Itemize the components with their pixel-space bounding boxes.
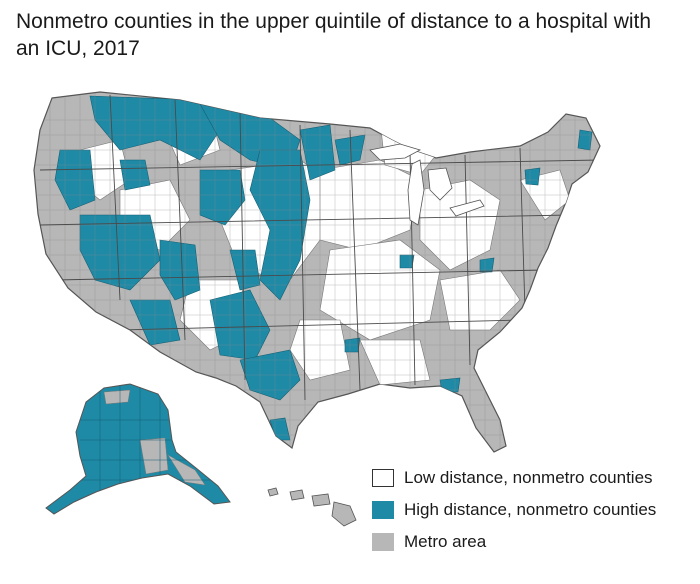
state-borders bbox=[39, 94, 600, 401]
lake-superior bbox=[369, 143, 422, 161]
alaska-borough-borders bbox=[60, 385, 210, 500]
alaska-outline bbox=[45, 383, 231, 515]
lake-huron bbox=[427, 167, 453, 201]
legend-swatch-low-distance bbox=[372, 469, 394, 487]
hawaii-kauai bbox=[267, 487, 279, 497]
alaska-metro-areas bbox=[103, 389, 206, 486]
conus-region bbox=[33, 91, 601, 453]
legend-label-high-distance: High distance, nonmetro counties bbox=[404, 500, 657, 519]
lake-michigan bbox=[407, 159, 425, 226]
legend: Low distance, nonmetro counties High dis… bbox=[372, 462, 692, 558]
hawaii-big-island bbox=[331, 501, 357, 527]
legend-item-metro: Metro area bbox=[372, 526, 692, 558]
lake-erie bbox=[449, 199, 485, 217]
legend-swatch-metro bbox=[372, 533, 394, 551]
hawaii-oahu bbox=[289, 489, 305, 501]
map-title: Nonmetro counties in the upper quintile … bbox=[16, 10, 652, 60]
legend-swatch-high-distance bbox=[372, 501, 394, 519]
hawaii-maui bbox=[311, 493, 331, 507]
legend-label-low-distance: Low distance, nonmetro counties bbox=[404, 468, 653, 487]
legend-item-low-distance: Low distance, nonmetro counties bbox=[372, 462, 692, 494]
hawaii-region bbox=[267, 487, 357, 527]
legend-label-metro: Metro area bbox=[404, 532, 487, 551]
legend-item-high-distance: High distance, nonmetro counties bbox=[372, 494, 692, 526]
alaska-region bbox=[45, 383, 231, 515]
